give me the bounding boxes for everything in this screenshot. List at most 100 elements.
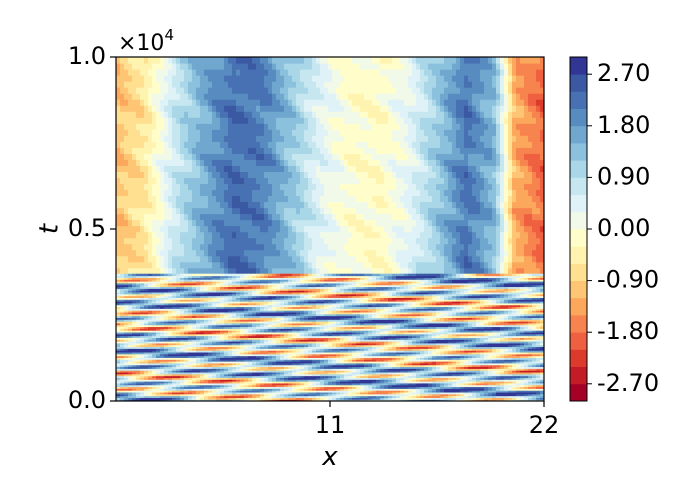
heatmap-cell <box>508 183 513 191</box>
heatmap-cell <box>368 177 373 185</box>
heatmap-cell <box>240 207 245 215</box>
heatmap-cell <box>148 183 153 191</box>
heatmap-cell <box>524 225 529 233</box>
heatmap-cell <box>460 117 465 124</box>
heatmap-cell <box>476 165 481 172</box>
heatmap-cell <box>224 105 229 112</box>
heatmap-cell <box>412 386 417 389</box>
heatmap-cell <box>396 382 401 386</box>
heatmap-cell <box>332 189 337 197</box>
heatmap-cell <box>348 183 353 191</box>
heatmap-cell <box>392 261 397 269</box>
heatmap-cell <box>272 380 277 384</box>
heatmap-cell <box>300 171 305 178</box>
heatmap-cell <box>464 213 469 221</box>
heatmap-cell <box>224 123 229 130</box>
heatmap-cell <box>348 386 353 389</box>
heatmap-cell <box>428 249 433 257</box>
heatmap-cell <box>356 87 361 94</box>
heatmap-cell <box>524 189 529 197</box>
heatmap-cell <box>500 177 505 185</box>
heatmap-cell <box>516 395 521 398</box>
heatmap-cell <box>140 261 145 269</box>
heatmap-cell <box>128 195 133 203</box>
heatmap-cell <box>192 183 197 191</box>
heatmap-cell <box>396 87 401 94</box>
heatmap-field <box>116 57 544 401</box>
heatmap-cell <box>316 267 321 275</box>
heatmap-cell <box>480 237 485 245</box>
heatmap-cell <box>284 399 289 401</box>
heatmap-cell <box>540 111 544 118</box>
heatmap-cell <box>384 141 389 148</box>
heatmap-cell <box>220 153 225 160</box>
heatmap-cell <box>292 57 297 64</box>
heatmap-cell <box>440 111 445 118</box>
heatmap-cell <box>128 391 133 395</box>
heatmap-cell <box>192 390 197 393</box>
heatmap-cell <box>336 123 341 130</box>
heatmap-cell <box>256 87 261 94</box>
heatmap-cell <box>424 249 429 257</box>
heatmap-cell <box>508 243 513 251</box>
heatmap-cell <box>244 249 249 257</box>
heatmap-cell <box>384 267 389 275</box>
heatmap-cell <box>212 183 217 191</box>
heatmap-cell <box>396 388 401 391</box>
heatmap-cell <box>416 165 421 172</box>
heatmap-cell <box>240 189 245 197</box>
heatmap-cell <box>308 177 313 185</box>
heatmap-cell <box>408 165 413 172</box>
heatmap-cell <box>180 393 185 397</box>
heatmap-cell <box>288 117 293 124</box>
heatmap-cell <box>488 237 493 245</box>
heatmap-cell <box>536 111 541 118</box>
heatmap-cell <box>328 57 333 64</box>
heatmap-cell <box>524 267 529 275</box>
heatmap-cell <box>436 165 441 172</box>
heatmap-cell <box>412 255 417 263</box>
heatmap-cell <box>312 399 317 401</box>
heatmap-cell <box>344 225 349 233</box>
heatmap-cell <box>236 195 241 203</box>
heatmap-cell <box>484 141 489 148</box>
heatmap-cell <box>244 399 249 401</box>
heatmap-cell <box>396 129 401 136</box>
heatmap-cell <box>280 195 285 203</box>
heatmap-cell <box>404 99 409 106</box>
heatmap-cell <box>136 117 141 124</box>
heatmap-cell <box>324 87 329 94</box>
heatmap-cell <box>132 177 137 185</box>
heatmap-cell <box>260 391 265 395</box>
heatmap-cell <box>368 267 373 275</box>
heatmap-cell <box>184 243 189 251</box>
heatmap-cell <box>328 189 333 197</box>
heatmap-cell <box>176 81 181 88</box>
heatmap-cell <box>320 384 325 388</box>
heatmap-cell <box>144 237 149 245</box>
heatmap-cell <box>200 99 205 106</box>
heatmap-cell <box>164 195 169 203</box>
heatmap-cell <box>376 189 381 197</box>
heatmap-cell <box>528 111 533 118</box>
heatmap-cell <box>188 75 193 82</box>
heatmap-cell <box>416 390 421 393</box>
heatmap-cell <box>288 105 293 112</box>
heatmap-cell <box>476 183 481 191</box>
heatmap-cell <box>232 225 237 233</box>
heatmap-cell <box>176 177 181 185</box>
heatmap-cell <box>212 63 217 70</box>
heatmap-cell <box>184 388 189 391</box>
heatmap-cell <box>332 195 337 203</box>
heatmap-cell <box>316 195 321 203</box>
heatmap-cell <box>240 159 245 166</box>
heatmap-cell <box>200 177 205 185</box>
heatmap-cell <box>132 249 137 257</box>
heatmap-cell <box>532 111 537 118</box>
heatmap-cell <box>524 111 529 118</box>
heatmap-cell <box>364 225 369 233</box>
heatmap-cell <box>120 201 125 209</box>
heatmap-cell <box>344 393 349 397</box>
heatmap-cell <box>496 129 501 136</box>
heatmap-cell <box>148 255 153 263</box>
